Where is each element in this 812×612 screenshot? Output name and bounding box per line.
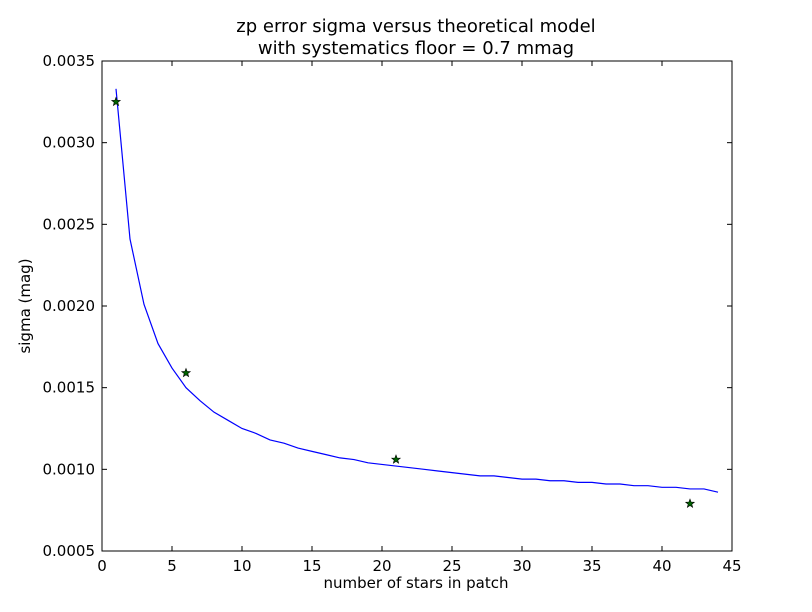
data-point-star [110,96,122,107]
data-point-star [684,498,696,508]
y-axis-label: sigma (mag) [16,258,34,353]
y-tick-label: 0.0005 [43,542,96,560]
x-axis-label: number of stars in patch [324,574,509,592]
y-tick-label: 0.0010 [43,460,96,478]
data-point-star [390,454,402,464]
x-tick-label: 5 [167,557,177,575]
model-curve-line [115,88,719,493]
x-tick-label: 40 [652,557,671,575]
x-tick-label: 30 [512,557,531,575]
y-axis-ticks: 0.0005 0.0010 0.0015 0.0020 0.0025 0.0030 0.00… [43,52,732,560]
x-tick-label: 20 [372,557,391,575]
x-tick-label: 0 [97,557,107,575]
y-tick-label: 0.0015 [43,379,96,397]
y-tick-label: 0.0020 [43,297,96,315]
plot-area-frame [101,60,733,552]
y-tick-label: 0.0025 [43,215,96,233]
chart-title: zp error sigma versus theoretical model [236,16,595,37]
data-point-star [180,367,192,378]
x-tick-label: 10 [232,557,251,575]
x-axis-ticks: 0 5 10 15 20 25 30 35 40 45 [97,61,742,575]
y-tick-label: 0.0030 [43,134,96,152]
series-layer [110,88,719,508]
y-tick-label: 0.0035 [43,52,96,70]
chart-subtitle: with systematics floor = 0.7 mmag [258,38,574,59]
x-tick-label: 15 [302,557,321,575]
x-tick-label: 35 [582,557,601,575]
x-tick-label: 25 [442,557,461,575]
x-tick-label: 45 [722,557,741,575]
